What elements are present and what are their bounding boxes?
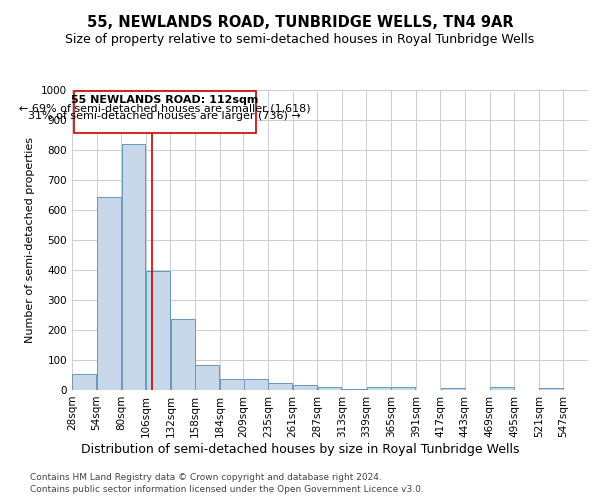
Bar <box>244 379 268 390</box>
Bar <box>268 384 292 390</box>
Text: Contains HM Land Registry data © Crown copyright and database right 2024.: Contains HM Land Registry data © Crown c… <box>30 472 382 482</box>
Bar <box>196 366 220 390</box>
Bar <box>440 388 464 390</box>
Bar <box>122 144 145 390</box>
Text: Size of property relative to semi-detached houses in Royal Tunbridge Wells: Size of property relative to semi-detach… <box>65 32 535 46</box>
Bar <box>490 387 514 390</box>
Bar <box>73 374 96 390</box>
Text: 31% of semi-detached houses are larger (736) →: 31% of semi-detached houses are larger (… <box>28 111 301 121</box>
Text: 55 NEWLANDS ROAD: 112sqm: 55 NEWLANDS ROAD: 112sqm <box>71 95 259 105</box>
Bar <box>293 385 317 390</box>
Bar <box>391 387 415 390</box>
Bar <box>146 270 170 390</box>
Text: Distribution of semi-detached houses by size in Royal Tunbridge Wells: Distribution of semi-detached houses by … <box>81 442 519 456</box>
FancyBboxPatch shape <box>74 90 256 132</box>
Bar <box>539 388 563 390</box>
Bar <box>367 387 391 390</box>
Bar <box>220 378 244 390</box>
Y-axis label: Number of semi-detached properties: Number of semi-detached properties <box>25 137 35 343</box>
Text: 55, NEWLANDS ROAD, TUNBRIDGE WELLS, TN4 9AR: 55, NEWLANDS ROAD, TUNBRIDGE WELLS, TN4 … <box>86 15 514 30</box>
Text: Contains public sector information licensed under the Open Government Licence v3: Contains public sector information licen… <box>30 485 424 494</box>
Bar <box>97 197 121 390</box>
Bar <box>317 387 341 390</box>
Text: ← 69% of semi-detached houses are smaller (1,618): ← 69% of semi-detached houses are smalle… <box>19 103 311 113</box>
Bar <box>171 318 195 390</box>
Bar <box>342 388 366 390</box>
